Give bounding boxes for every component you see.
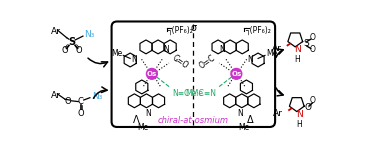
Text: O: O — [309, 45, 315, 54]
Circle shape — [231, 69, 242, 79]
Text: O: O — [309, 33, 315, 42]
Text: N₃: N₃ — [92, 92, 102, 101]
Text: H: H — [296, 120, 302, 129]
Text: C: C — [77, 97, 84, 106]
Text: Os: Os — [147, 71, 157, 77]
Text: O: O — [62, 46, 68, 55]
Text: Ar: Ar — [271, 44, 281, 53]
Text: N: N — [145, 109, 151, 118]
Text: N₃: N₃ — [84, 30, 95, 39]
Circle shape — [146, 69, 157, 79]
Text: O: O — [64, 97, 71, 106]
Text: N: N — [294, 45, 301, 55]
Text: Os: Os — [231, 71, 242, 77]
Text: chiral-at-osmium: chiral-at-osmium — [158, 116, 229, 125]
Text: H: H — [295, 55, 301, 64]
Text: N: N — [296, 110, 302, 119]
Text: Me: Me — [239, 123, 250, 132]
Text: Ar: Ar — [273, 109, 283, 118]
Text: S: S — [68, 37, 76, 47]
Text: Me: Me — [266, 49, 277, 58]
Text: σ: σ — [190, 23, 197, 33]
Text: N: N — [163, 45, 169, 54]
Text: Me: Me — [137, 123, 148, 132]
Text: N≡C·Me: N≡C·Me — [172, 89, 203, 98]
Text: O: O — [77, 109, 84, 118]
Text: ┐(PF₆)₂: ┐(PF₆)₂ — [167, 26, 193, 35]
Text: Ar: Ar — [51, 27, 61, 36]
Text: ┐(PF₆)₂: ┐(PF₆)₂ — [245, 26, 271, 35]
Text: O: O — [76, 46, 82, 55]
Text: S: S — [303, 39, 309, 48]
Text: Δ: Δ — [247, 115, 254, 125]
Text: N: N — [220, 45, 225, 54]
Text: Λ: Λ — [133, 115, 140, 125]
Text: N: N — [237, 109, 243, 118]
FancyBboxPatch shape — [112, 21, 275, 127]
Text: O=C: O=C — [197, 53, 217, 70]
Text: O: O — [309, 96, 315, 105]
Text: C=O: C=O — [170, 53, 190, 70]
Text: Me·C≡N: Me·C≡N — [185, 89, 216, 98]
Text: N: N — [248, 55, 253, 64]
Text: O: O — [304, 103, 311, 112]
Text: Me: Me — [111, 49, 122, 58]
Text: N: N — [132, 55, 138, 64]
Text: Ar: Ar — [51, 91, 61, 100]
